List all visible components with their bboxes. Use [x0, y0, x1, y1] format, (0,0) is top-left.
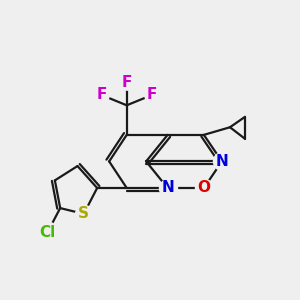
Text: S: S — [78, 206, 89, 221]
Text: Cl: Cl — [39, 225, 56, 240]
Text: F: F — [147, 87, 157, 102]
Text: N: N — [161, 181, 174, 196]
Text: F: F — [96, 87, 106, 102]
Text: O: O — [197, 181, 210, 196]
Text: F: F — [122, 75, 132, 90]
Text: N: N — [215, 154, 228, 169]
